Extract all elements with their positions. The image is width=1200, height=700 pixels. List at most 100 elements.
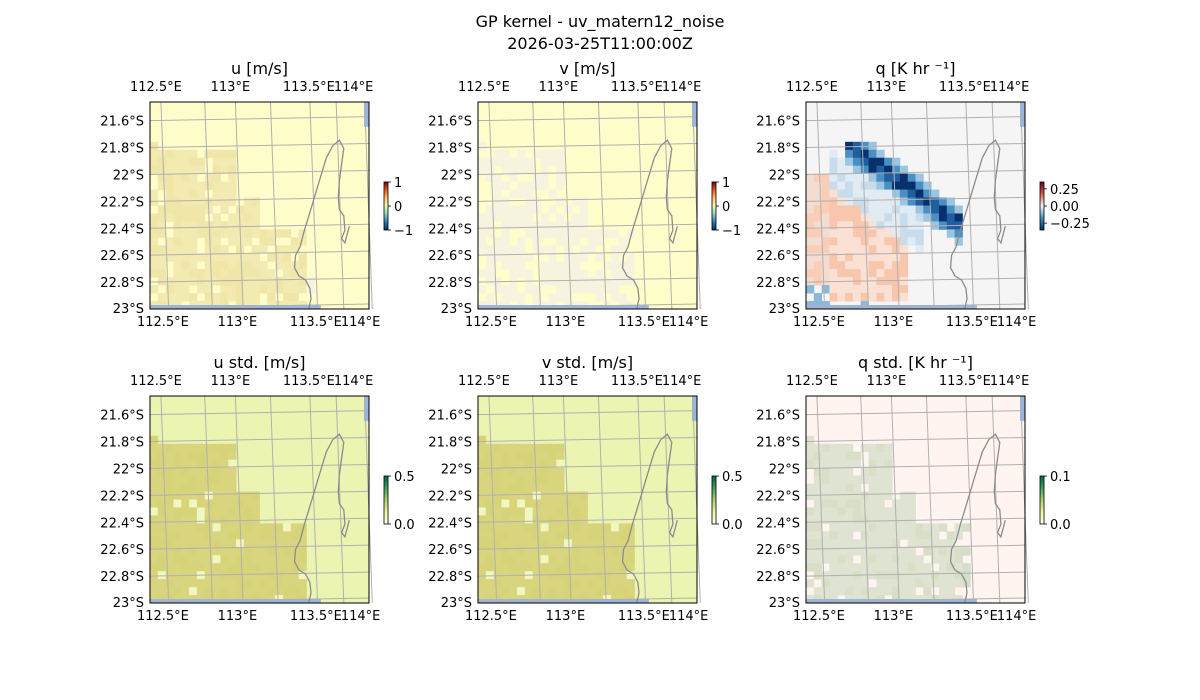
field-cell	[868, 269, 877, 278]
gridline-meridian	[335, 395, 345, 604]
field-cell	[868, 587, 877, 596]
field-cell	[509, 539, 518, 548]
field-cell	[189, 189, 198, 198]
x-tick-label-bottom: 113.5°E	[946, 315, 998, 330]
field-cell	[509, 173, 518, 183]
field-cell	[821, 515, 830, 524]
field-cell	[837, 547, 846, 556]
field-cell	[548, 157, 557, 167]
field-cell	[556, 483, 565, 492]
field-cell	[915, 563, 924, 572]
field-cell	[829, 563, 838, 572]
y-tick-label: 22.6°S	[756, 543, 800, 558]
field-cell	[907, 181, 916, 190]
field-cell	[181, 293, 190, 302]
field-cell	[884, 237, 893, 246]
field-cell	[556, 555, 565, 564]
field-cell	[509, 285, 518, 294]
field-cell	[485, 261, 495, 270]
field-cell	[485, 165, 495, 175]
field-cell	[181, 165, 190, 175]
field-cell	[806, 459, 815, 469]
gridline-parallel	[149, 410, 370, 416]
y-tick-label: 22.6°S	[100, 249, 144, 264]
field-cell	[150, 141, 159, 151]
field-cell	[493, 149, 502, 159]
field-cell	[173, 499, 182, 508]
field-cell	[845, 165, 854, 175]
field-cell	[524, 285, 534, 294]
field-cell	[884, 269, 893, 278]
field-cell	[517, 459, 526, 469]
field-cell	[493, 253, 502, 262]
field-cell	[189, 197, 198, 206]
field-cell	[243, 229, 253, 238]
field-cell	[907, 173, 916, 183]
x-tick-label-top: 113.5°E	[283, 374, 335, 389]
field-cell	[618, 531, 628, 540]
field-cell	[220, 165, 229, 175]
field-cell	[876, 157, 885, 167]
field-cell	[813, 293, 823, 302]
field-cell	[517, 443, 526, 453]
field-cell	[165, 285, 174, 294]
field-cell	[845, 189, 854, 198]
gridline-meridian	[335, 101, 345, 310]
field-cell	[556, 261, 565, 270]
field-cell	[228, 253, 237, 262]
field-cell	[228, 181, 237, 190]
field-cell	[204, 587, 213, 596]
field-cell	[860, 149, 869, 159]
field-cell	[821, 229, 830, 238]
field-cell	[501, 443, 510, 453]
field-cell	[532, 531, 541, 540]
field-cell	[485, 531, 495, 540]
field-cell	[868, 181, 877, 190]
field-cell	[548, 467, 557, 477]
field-cell	[845, 515, 854, 524]
field-cell	[290, 523, 300, 532]
field-cell	[931, 213, 940, 222]
field-cell	[876, 149, 885, 159]
field-cell	[860, 269, 869, 278]
field-cell	[267, 285, 276, 294]
field-cell	[571, 229, 581, 238]
field-cell	[212, 229, 221, 238]
field-cell	[852, 197, 862, 206]
field-cell	[829, 245, 838, 254]
gridline-parallel	[149, 437, 370, 443]
field-cell	[806, 523, 815, 532]
field-cell	[282, 571, 292, 580]
field-cell	[517, 157, 526, 167]
field-cell	[259, 523, 268, 532]
field-cell	[571, 237, 581, 246]
field-cell	[931, 539, 940, 548]
colorbar	[711, 475, 717, 525]
field-cell	[532, 539, 541, 548]
field-cell	[571, 261, 581, 270]
field-cell	[212, 443, 221, 453]
field-cell	[228, 221, 237, 230]
field-cell	[298, 237, 307, 246]
field-cell	[548, 205, 557, 214]
gridline-parallel	[477, 410, 698, 416]
field-cell	[829, 531, 838, 540]
field-cell	[181, 451, 190, 461]
field-cell	[501, 547, 510, 556]
field-cell	[189, 221, 198, 230]
field-cell	[806, 205, 815, 214]
field-cell	[876, 507, 885, 516]
field-cell	[860, 563, 869, 572]
field-cell	[150, 499, 159, 508]
field-cell	[564, 285, 573, 294]
panel-title-ustd: u std. [m/s]	[214, 353, 306, 372]
field-cell	[228, 563, 237, 572]
field-cell	[150, 523, 159, 532]
field-cell	[517, 523, 526, 532]
axes-frame	[805, 395, 1026, 604]
field-cell	[165, 451, 174, 461]
field-cell	[485, 475, 495, 484]
field-cell	[884, 563, 893, 572]
field-cell	[478, 269, 487, 278]
field-cell	[204, 173, 213, 183]
